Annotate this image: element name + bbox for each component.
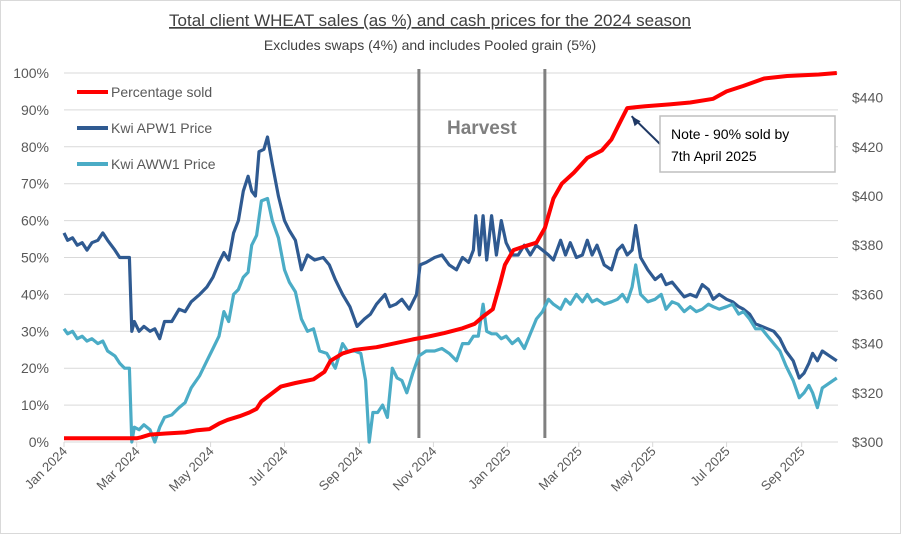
left-tick-label: 80% bbox=[21, 139, 49, 155]
kwi-apw1-price-line bbox=[62, 135, 838, 380]
left-tick-label: 20% bbox=[21, 360, 49, 376]
legend-label: Kwi AWW1 Price bbox=[111, 156, 216, 172]
x-tick-label: Sep 2024 bbox=[316, 444, 366, 494]
left-tick-label: 90% bbox=[21, 102, 49, 118]
right-tick-label: $440 bbox=[852, 90, 883, 106]
arrowhead-icon bbox=[631, 116, 641, 127]
x-tick-label: Jul 2025 bbox=[687, 444, 732, 489]
left-tick-label: 0% bbox=[29, 434, 49, 450]
x-tick-label: May 2025 bbox=[608, 444, 659, 495]
chart-subtitle: Excludes swaps (4%) and includes Pooled … bbox=[264, 37, 596, 53]
x-tick-label: Jan 2024 bbox=[22, 444, 70, 492]
percentage-sold-line bbox=[64, 71, 837, 441]
series-group bbox=[62, 71, 838, 444]
left-axis: 0% 10% 20% 30% 40% 50% 60% 70% 80% 90% 100% bbox=[13, 65, 49, 450]
right-tick-label: $420 bbox=[852, 139, 883, 155]
x-tick-label: Mar 2024 bbox=[93, 444, 142, 493]
left-tick-label: 70% bbox=[21, 176, 49, 192]
x-tick-label: Jan 2025 bbox=[465, 444, 513, 492]
callout-text: Note - 90% sold by bbox=[671, 126, 789, 142]
right-tick-label: $300 bbox=[852, 434, 883, 450]
right-tick-label: $320 bbox=[852, 385, 883, 401]
legend: Percentage sold Kwi APW1 Price Kwi AWW1 Pr… bbox=[77, 84, 216, 172]
x-tick-label: Mar 2025 bbox=[535, 444, 584, 493]
harvest-label: Harvest bbox=[447, 118, 517, 139]
kwi-aww1-price-line bbox=[62, 196, 838, 444]
x-tick-label: Nov 2024 bbox=[390, 444, 440, 494]
right-tick-label: $400 bbox=[852, 188, 883, 204]
legend-label: Kwi APW1 Price bbox=[111, 120, 212, 136]
left-tick-label: 10% bbox=[21, 397, 49, 413]
chart-title: Total client WHEAT sales (as %) and cash… bbox=[169, 11, 691, 30]
callout-text: 7th April 2025 bbox=[671, 148, 757, 164]
left-tick-label: 100% bbox=[13, 65, 49, 81]
left-tick-label: 50% bbox=[21, 250, 49, 266]
annotations: Harvest Note - 90% sold by 7th April 2025 bbox=[447, 115, 836, 173]
right-tick-label: $360 bbox=[852, 286, 883, 302]
gridlines bbox=[64, 72, 838, 443]
right-tick-label: $340 bbox=[852, 336, 883, 352]
right-axis: $300 $320 $340 $360 $380 $400 $420 $440 bbox=[852, 90, 883, 450]
x-tick-label: Jul 2024 bbox=[245, 444, 290, 489]
legend-label: Percentage sold bbox=[111, 84, 212, 100]
left-tick-label: 30% bbox=[21, 323, 49, 339]
left-tick-label: 60% bbox=[21, 213, 49, 229]
left-tick-label: 40% bbox=[21, 286, 49, 302]
right-tick-label: $380 bbox=[852, 237, 883, 253]
x-tick-label: Sep 2025 bbox=[758, 444, 808, 494]
callout-box bbox=[659, 115, 836, 173]
x-tick-label: May 2024 bbox=[166, 444, 217, 495]
x-axis: Jan 2024 Mar 2024 May 2024 Jul 2024 Sep 2024… bbox=[22, 442, 808, 494]
